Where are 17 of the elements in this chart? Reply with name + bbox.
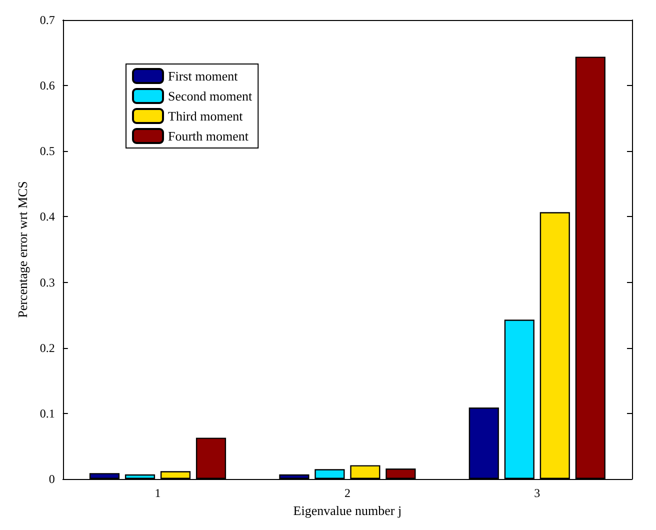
y-tick-label: 0.5 <box>40 144 55 158</box>
legend-label: Fourth moment <box>168 128 249 144</box>
y-tick-label: 0.3 <box>40 275 55 290</box>
y-tick-label: 0.7 <box>40 13 55 27</box>
x-tick-label: 3 <box>534 486 540 500</box>
y-tick-label: 0.4 <box>40 210 55 224</box>
legend-label: Third moment <box>168 108 244 124</box>
y-axis-title: Percentage error wrt MCS <box>15 181 30 318</box>
y-tick-label: 0.1 <box>40 406 55 420</box>
y-tick-label: 0.6 <box>40 78 55 93</box>
x-tick-label: 2 <box>344 486 350 500</box>
x-tick-label: 1 <box>154 486 161 500</box>
legend-label: Second moment <box>168 88 253 104</box>
x-axis-title: Eigenvalue number j <box>293 502 402 518</box>
legend-label: First moment <box>168 68 238 84</box>
y-tick-label: 0.2 <box>40 340 55 355</box>
y-tick-label: 0 <box>48 472 55 486</box>
